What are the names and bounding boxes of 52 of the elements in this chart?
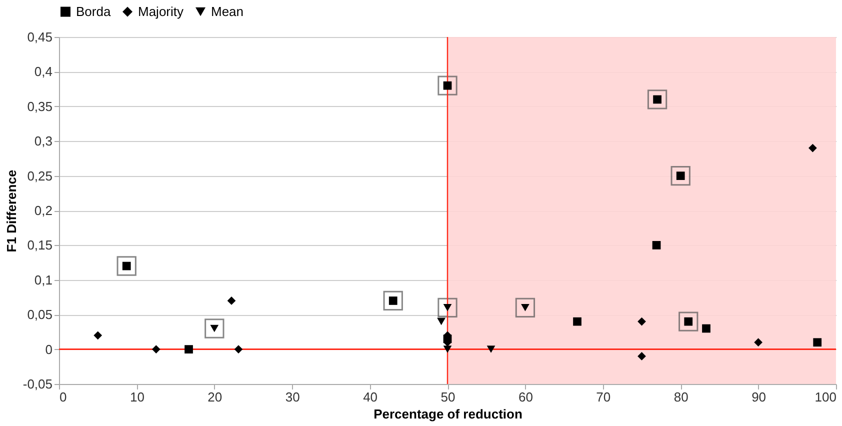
y-tick-label: 0,35 [27,98,52,114]
x-axis-title: Percentage of reduction [374,406,522,422]
x-tick-label: 40 [363,390,378,404]
legend-label: Borda [76,4,112,19]
point [573,317,582,326]
y-tick-label: 0,4 [34,64,52,80]
x-tick-label: 10 [130,390,144,404]
y-tick-label: 0,1 [34,272,52,288]
x-tick-label: 0 [60,390,67,404]
point [670,166,690,186]
x-tick-label: 100 [814,390,836,404]
y-tick-label: 0,15 [27,238,52,253]
point [438,76,458,96]
point [184,345,193,354]
point [443,346,452,353]
y-tick-label: 0,25 [27,168,52,184]
y-axis-title: F1 Difference [4,170,19,252]
point [813,338,822,347]
point [486,346,496,353]
point [647,90,668,110]
point [152,345,160,354]
point [227,296,236,305]
point [808,144,817,152]
point [638,352,646,360]
point [94,331,102,340]
y-tick-label: -0,05 [22,376,52,392]
point [116,256,136,276]
x-tick-label: 20 [208,390,222,404]
point [438,298,458,318]
point [234,345,243,354]
point [652,241,661,250]
point [437,318,446,326]
point [678,312,698,332]
x-tick-label: 90 [752,390,766,404]
y-tick-label: 0 [45,342,52,357]
y-tick-label: 0,05 [27,307,52,322]
point [383,290,403,311]
point [204,318,224,338]
legend-label: Mean [211,4,244,19]
x-tick-label: 60 [518,390,533,404]
legend-label: Majority [138,4,184,19]
point [754,338,762,347]
y-tick-label: 0,45 [27,30,52,44]
x-tick-label: 70 [596,390,611,404]
x-tick-label: 50 [440,390,456,404]
x-tick-label: 30 [285,390,300,404]
y-tick-label: 0,2 [34,203,52,218]
x-tick-label: 80 [674,390,688,404]
y-tick-label: 0,3 [34,134,52,149]
point [702,324,710,333]
point [638,317,646,326]
point [515,298,536,318]
